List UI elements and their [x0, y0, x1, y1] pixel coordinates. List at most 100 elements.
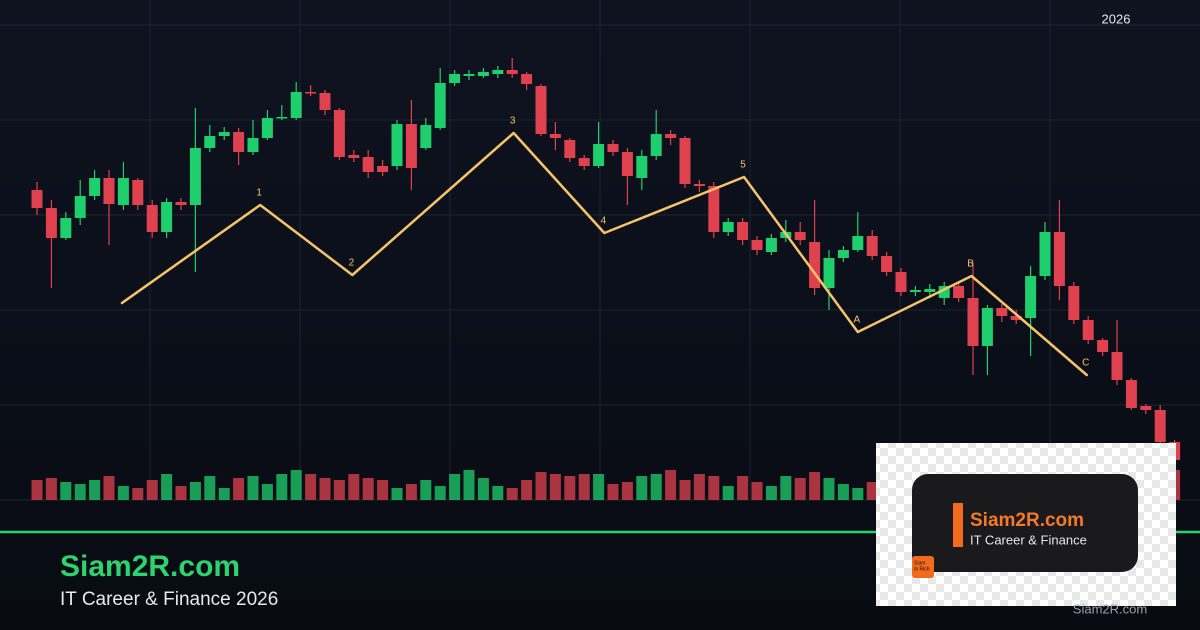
volume-bar: [794, 478, 806, 500]
candle-body: [189, 148, 201, 205]
volume-bar: [621, 482, 633, 500]
volume-bar: [276, 474, 288, 500]
volume-bar: [60, 482, 72, 500]
volume-bar: [333, 480, 345, 500]
candle-body: [650, 134, 662, 156]
candle-body: [132, 180, 144, 205]
candle-body: [405, 124, 417, 168]
candle-body: [636, 156, 648, 178]
candle-body: [319, 93, 331, 110]
candle-body: [549, 134, 561, 138]
candle-body: [852, 236, 864, 250]
volume-bar: [261, 484, 273, 500]
candle-body: [391, 124, 403, 166]
volume-bar: [189, 482, 201, 500]
candle-body: [1025, 276, 1037, 318]
wave-label: 4: [601, 216, 607, 227]
candle-body: [665, 134, 677, 138]
volume-bar: [405, 484, 417, 500]
candle-body: [1053, 232, 1065, 286]
volume-bar: [751, 482, 763, 500]
volume-bar: [636, 476, 648, 500]
candle-body: [463, 74, 475, 76]
volume-bar: [665, 470, 677, 500]
candle-body: [607, 144, 619, 152]
candle-body: [146, 205, 158, 232]
logo: [912, 556, 934, 578]
card-title: Siam2R.com: [970, 510, 1084, 531]
candle-body: [45, 208, 57, 238]
candle-body: [89, 178, 101, 196]
volume-bar: [233, 478, 245, 500]
candle-body: [103, 178, 115, 204]
candle-body: [794, 232, 806, 240]
volume-bar: [866, 482, 878, 500]
candle-body: [161, 202, 173, 232]
candle-body: [521, 74, 533, 84]
candle-body: [535, 86, 547, 134]
candle-body: [1068, 286, 1080, 320]
candle-body: [1111, 352, 1123, 380]
watermark: Siam2R.com: [1073, 601, 1147, 616]
candle-body: [895, 272, 907, 292]
candle-body: [276, 117, 288, 119]
candle-body: [74, 196, 86, 218]
volume-bar: [362, 478, 374, 500]
wave-label: 1: [256, 188, 262, 199]
volume-bar: [650, 474, 662, 500]
candle-body: [348, 155, 360, 158]
volume-bar: [593, 474, 605, 500]
candle-body: [981, 308, 993, 346]
volume-bar: [477, 478, 489, 500]
volume-bar: [31, 480, 43, 500]
candle-body: [1010, 316, 1022, 320]
wave-label: A: [853, 315, 860, 326]
volume-bar: [391, 488, 403, 500]
candle-body: [305, 92, 317, 94]
candle-body: [823, 258, 835, 288]
candle-body: [377, 166, 389, 172]
logo-text: Siam: [914, 560, 925, 566]
candle-body: [693, 184, 705, 186]
volume-bar: [679, 480, 691, 500]
candle-body: [204, 136, 216, 148]
candle-body: [909, 290, 921, 292]
volume-bar: [132, 488, 144, 500]
volume-bar: [693, 474, 705, 500]
volume-bar: [117, 486, 129, 500]
volume-bar: [319, 478, 331, 500]
candle-body: [564, 140, 576, 158]
card-subtitle: IT Career & Finance: [970, 532, 1087, 547]
volume-bar: [161, 474, 173, 500]
volume-bar: [765, 486, 777, 500]
volume-bar: [218, 488, 230, 500]
candle-body: [1140, 406, 1152, 410]
candle-body: [290, 92, 302, 118]
candle-body: [333, 110, 345, 157]
brand-title: Siam2R.com: [60, 550, 240, 583]
candle-body: [737, 222, 749, 240]
wave-label: B: [967, 259, 974, 270]
volume-bar: [305, 474, 317, 500]
volume-bar: [434, 486, 446, 500]
candle-body: [679, 138, 691, 184]
volume-bar: [89, 480, 101, 500]
candle-body: [938, 286, 950, 298]
candle-body: [492, 70, 504, 74]
candle-body: [233, 132, 245, 152]
candle-body: [1125, 380, 1137, 408]
volume-bar: [809, 472, 821, 500]
volume-bar: [549, 474, 561, 500]
wave-label: C: [1082, 358, 1089, 369]
candle-body: [175, 202, 187, 205]
card-accent: [953, 503, 963, 547]
volume-bar: [348, 474, 360, 500]
candle-body: [593, 144, 605, 166]
candle-body: [247, 138, 259, 152]
volume-bar: [377, 480, 389, 500]
candle-body: [722, 222, 734, 232]
candle-body: [866, 236, 878, 256]
candle-body: [31, 190, 43, 208]
volume-bar: [708, 476, 720, 500]
